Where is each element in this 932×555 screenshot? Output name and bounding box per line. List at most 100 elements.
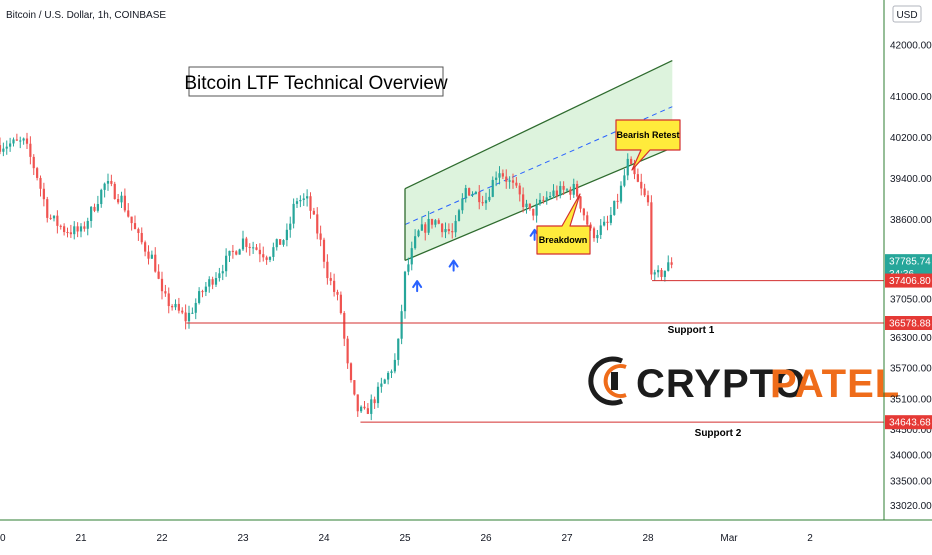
currency-label[interactable]: USD [896, 10, 917, 21]
candle-body [640, 181, 643, 189]
price-axis[interactable]: 43400.0042000.0041000.0040200.0039400.00… [883, 0, 932, 520]
candle-body [461, 198, 464, 211]
bearish-retest-label: Bearish Retest [616, 130, 679, 140]
candle-body [164, 291, 167, 294]
candle-body [657, 269, 660, 273]
candle-body [376, 386, 380, 404]
logo-text-crypto: CRYPTO [636, 362, 806, 406]
candle-body [572, 183, 575, 195]
candle-body [69, 232, 72, 235]
candle-body [144, 242, 147, 252]
candle-body [562, 185, 565, 190]
candle-body [552, 190, 555, 197]
candle-body [525, 203, 528, 208]
candle-body [397, 338, 400, 360]
candle-body [579, 196, 582, 209]
candle-body [265, 257, 268, 260]
candle-body [663, 270, 666, 277]
candle-body [154, 254, 157, 272]
candle-body [339, 294, 342, 313]
time-axis[interactable]: 20 21 22 23 24 25 26 27 28 Mar 2 [0, 519, 932, 544]
candle-body [140, 232, 143, 243]
candle-body [218, 273, 221, 279]
candle-body [660, 269, 663, 277]
channel-upper-line[interactable] [404, 59, 673, 190]
candle-body [292, 203, 295, 224]
time-tick-label: 27 [561, 533, 573, 544]
time-tick-label: 25 [399, 533, 411, 544]
candle-body [447, 229, 450, 232]
candle-body [501, 173, 504, 177]
ascending-channel[interactable] [404, 59, 673, 262]
candle-body [387, 372, 390, 380]
breakdown-label: Breakdown [539, 235, 588, 245]
candle-body [306, 196, 309, 199]
candle-body [147, 251, 150, 259]
candle-body [177, 303, 180, 311]
candle-body [157, 271, 160, 279]
candle-body [245, 238, 248, 247]
support-1-tag: 36578.88 [889, 319, 931, 330]
price-tick-label: 41000.00 [890, 92, 932, 103]
candle-body [441, 223, 444, 233]
candle-body [346, 338, 349, 364]
candle-body [403, 271, 407, 312]
support-2-tag-bg [885, 415, 932, 430]
candle-body [110, 180, 113, 184]
horizontal-levels[interactable] [186, 280, 884, 423]
candle-body [478, 191, 481, 203]
candle-body [326, 261, 329, 279]
candle-body [214, 278, 218, 285]
candle-body [241, 238, 245, 250]
candle-body [12, 139, 15, 144]
currency-badge[interactable] [892, 5, 922, 23]
candle-body [542, 199, 545, 201]
price-tick-label: 34500.00 [890, 425, 932, 436]
candle-body [471, 194, 474, 196]
logo-text-patel: PATEL [770, 362, 900, 406]
channel-fill [405, 60, 673, 261]
candle-body [383, 379, 386, 384]
candle-body [167, 293, 170, 307]
candle-body [569, 189, 572, 195]
candle-body [596, 234, 599, 239]
candle-body [630, 158, 633, 165]
candle-body [316, 214, 319, 234]
candle-body [603, 221, 606, 226]
symbol-title: Bitcoin / U.S. Dollar, 1h, COINBASE [6, 10, 166, 21]
candle-body [79, 226, 83, 232]
candle-body [549, 196, 552, 198]
candle-body [59, 225, 62, 227]
candle-body [194, 302, 197, 313]
price-tick-label: 33020.00 [890, 501, 932, 512]
candle-body [120, 195, 123, 203]
candle-body [42, 188, 45, 200]
candle-body [66, 232, 69, 234]
up-arrow-icon [448, 259, 459, 272]
candle-body [309, 196, 312, 211]
candle-body [137, 229, 140, 233]
candle-body [633, 164, 636, 175]
candle-body [667, 262, 670, 271]
candle-body [619, 185, 623, 202]
candle-body [491, 179, 494, 197]
candle-body [329, 278, 332, 281]
candle-body [130, 216, 133, 224]
breakdown-bubble [536, 193, 591, 255]
candle-body [279, 239, 282, 245]
candle-body [522, 194, 525, 208]
candle-body [248, 246, 251, 248]
candle-body [187, 312, 191, 322]
candle-body [32, 156, 35, 169]
candle-body [258, 249, 261, 255]
price-tick-label: 37050.00 [890, 294, 932, 305]
price-tick-label: 40200.00 [890, 133, 932, 144]
candle-body [484, 200, 488, 204]
candle-body [231, 250, 234, 252]
candle-body [46, 199, 49, 218]
candle-body [586, 215, 589, 225]
candle-body [272, 247, 275, 257]
candle-body [252, 247, 255, 249]
